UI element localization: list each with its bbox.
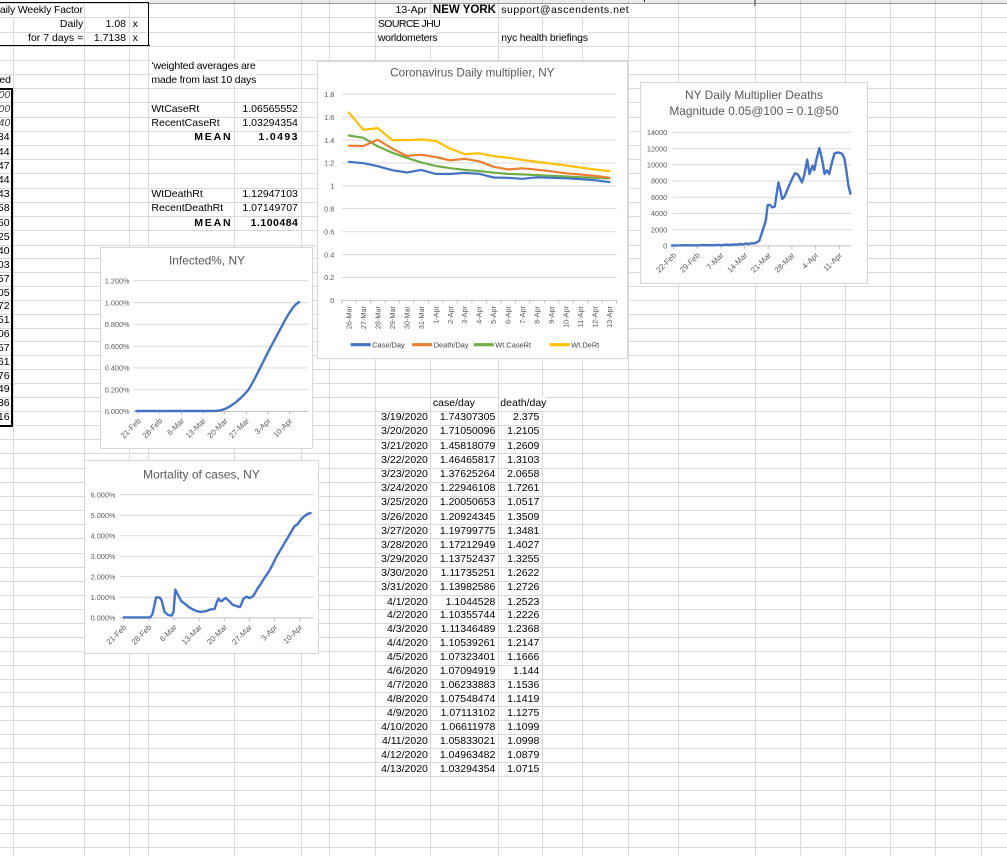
svg-text:1.000%: 1.000% xyxy=(104,299,129,308)
svg-text:Infected%, NY: Infected%, NY xyxy=(168,254,244,268)
svg-text:2-Apr: 2-Apr xyxy=(446,305,455,323)
svg-text:27-Mar: 27-Mar xyxy=(227,416,251,440)
svg-text:6.000%: 6.000% xyxy=(90,490,115,499)
svg-text:NY Daily Multiplier Deaths: NY Daily Multiplier Deaths xyxy=(685,88,823,102)
svg-text:28-Mar: 28-Mar xyxy=(773,250,797,274)
svg-text:28-Mar: 28-Mar xyxy=(373,305,382,329)
svg-text:20-Mar: 20-Mar xyxy=(205,416,229,440)
svg-text:21-Feb: 21-Feb xyxy=(104,622,128,646)
svg-text:12000: 12000 xyxy=(647,144,667,153)
svg-text:28-Feb: 28-Feb xyxy=(140,416,164,440)
svg-text:0.2: 0.2 xyxy=(324,273,334,282)
svg-text:1.4: 1.4 xyxy=(324,136,334,145)
svg-text:13-Mar: 13-Mar xyxy=(179,622,203,646)
svg-text:4-Apr: 4-Apr xyxy=(475,305,484,323)
svg-text:0: 0 xyxy=(663,242,667,251)
svg-text:6000: 6000 xyxy=(651,193,667,202)
svg-text:1.000%: 1.000% xyxy=(90,593,115,602)
svg-text:1.6: 1.6 xyxy=(324,113,334,122)
svg-text:29-Feb: 29-Feb xyxy=(678,250,702,274)
svg-text:1.8: 1.8 xyxy=(324,90,334,99)
svg-text:4-Apr: 4-Apr xyxy=(801,250,821,270)
svg-text:11-Apr: 11-Apr xyxy=(576,305,585,327)
svg-text:4000: 4000 xyxy=(651,209,667,218)
svg-text:7-Mar: 7-Mar xyxy=(705,250,726,271)
svg-text:27-Mar: 27-Mar xyxy=(359,305,368,329)
svg-text:6-Apr: 6-Apr xyxy=(504,305,513,323)
svg-text:10-Apr: 10-Apr xyxy=(562,305,571,327)
svg-text:22-Feb: 22-Feb xyxy=(654,250,678,274)
svg-text:6-Mar: 6-Mar xyxy=(157,622,178,643)
svg-text:31-Mar: 31-Mar xyxy=(417,305,426,329)
svg-text:11-Apr: 11-Apr xyxy=(822,250,845,273)
svg-text:8000: 8000 xyxy=(651,177,667,186)
svg-text:2.000%: 2.000% xyxy=(90,572,115,581)
svg-text:0.6: 0.6 xyxy=(324,227,334,236)
svg-text:4.000%: 4.000% xyxy=(90,531,115,540)
svg-text:3-Apr: 3-Apr xyxy=(460,305,469,323)
svg-text:3.000%: 3.000% xyxy=(90,552,115,561)
svg-text:9-Apr: 9-Apr xyxy=(547,305,556,323)
svg-text:Wt.DeRt: Wt.DeRt xyxy=(571,340,599,349)
svg-text:0: 0 xyxy=(330,296,334,305)
svg-text:Wt.CaseRt: Wt.CaseRt xyxy=(495,340,531,349)
svg-text:21-Feb: 21-Feb xyxy=(118,416,142,440)
svg-text:Mortality of cases, NY: Mortality of cases, NY xyxy=(143,468,260,482)
svg-text:29-Mar: 29-Mar xyxy=(388,305,397,329)
svg-text:Case/Day: Case/Day xyxy=(372,340,405,349)
svg-text:0.600%: 0.600% xyxy=(104,342,129,351)
svg-text:27-Mar: 27-Mar xyxy=(230,622,254,646)
svg-text:Magnitude 0.05@100 = 0.1@50: Magnitude 0.05@100 = 0.1@50 xyxy=(670,104,840,118)
svg-text:13-Mar: 13-Mar xyxy=(183,416,207,440)
svg-text:14-Mar: 14-Mar xyxy=(726,250,750,274)
svg-text:0.800%: 0.800% xyxy=(104,320,129,329)
svg-text:5-Apr: 5-Apr xyxy=(489,305,498,323)
svg-text:10000: 10000 xyxy=(647,161,667,170)
svg-text:8-Apr: 8-Apr xyxy=(533,305,542,323)
svg-text:3-Apr: 3-Apr xyxy=(259,622,279,642)
svg-text:0.8: 0.8 xyxy=(324,204,334,213)
svg-text:Death/Day: Death/Day xyxy=(434,340,469,349)
svg-text:28-Feb: 28-Feb xyxy=(129,622,153,646)
svg-text:14000: 14000 xyxy=(647,128,667,137)
svg-text:Coronavirus Daily multiplier,: Coronavirus Daily multiplier, NY xyxy=(390,67,555,80)
svg-text:5.000%: 5.000% xyxy=(90,511,115,520)
svg-text:0.000%: 0.000% xyxy=(104,407,129,416)
svg-text:1.2: 1.2 xyxy=(324,159,334,168)
svg-text:2000: 2000 xyxy=(651,225,667,234)
svg-text:1.200%: 1.200% xyxy=(104,277,129,286)
svg-text:10-Apr: 10-Apr xyxy=(281,622,304,645)
svg-text:30-Mar: 30-Mar xyxy=(402,305,411,329)
svg-text:1: 1 xyxy=(330,181,334,190)
svg-text:20-Mar: 20-Mar xyxy=(205,622,229,646)
svg-text:0.400%: 0.400% xyxy=(104,364,129,373)
svg-text:10-Apr: 10-Apr xyxy=(271,416,294,439)
svg-text:0.200%: 0.200% xyxy=(104,386,129,395)
svg-text:0.000%: 0.000% xyxy=(90,613,115,622)
svg-text:13-Apr: 13-Apr xyxy=(605,305,614,327)
svg-text:26-Mar: 26-Mar xyxy=(345,305,354,329)
svg-text:0.4: 0.4 xyxy=(324,250,334,259)
svg-text:21-Mar: 21-Mar xyxy=(749,250,773,274)
svg-text:12-Apr: 12-Apr xyxy=(591,305,600,327)
svg-text:7-Apr: 7-Apr xyxy=(518,305,527,323)
svg-text:1-Apr: 1-Apr xyxy=(431,305,440,323)
svg-text:3-Apr: 3-Apr xyxy=(252,416,272,436)
